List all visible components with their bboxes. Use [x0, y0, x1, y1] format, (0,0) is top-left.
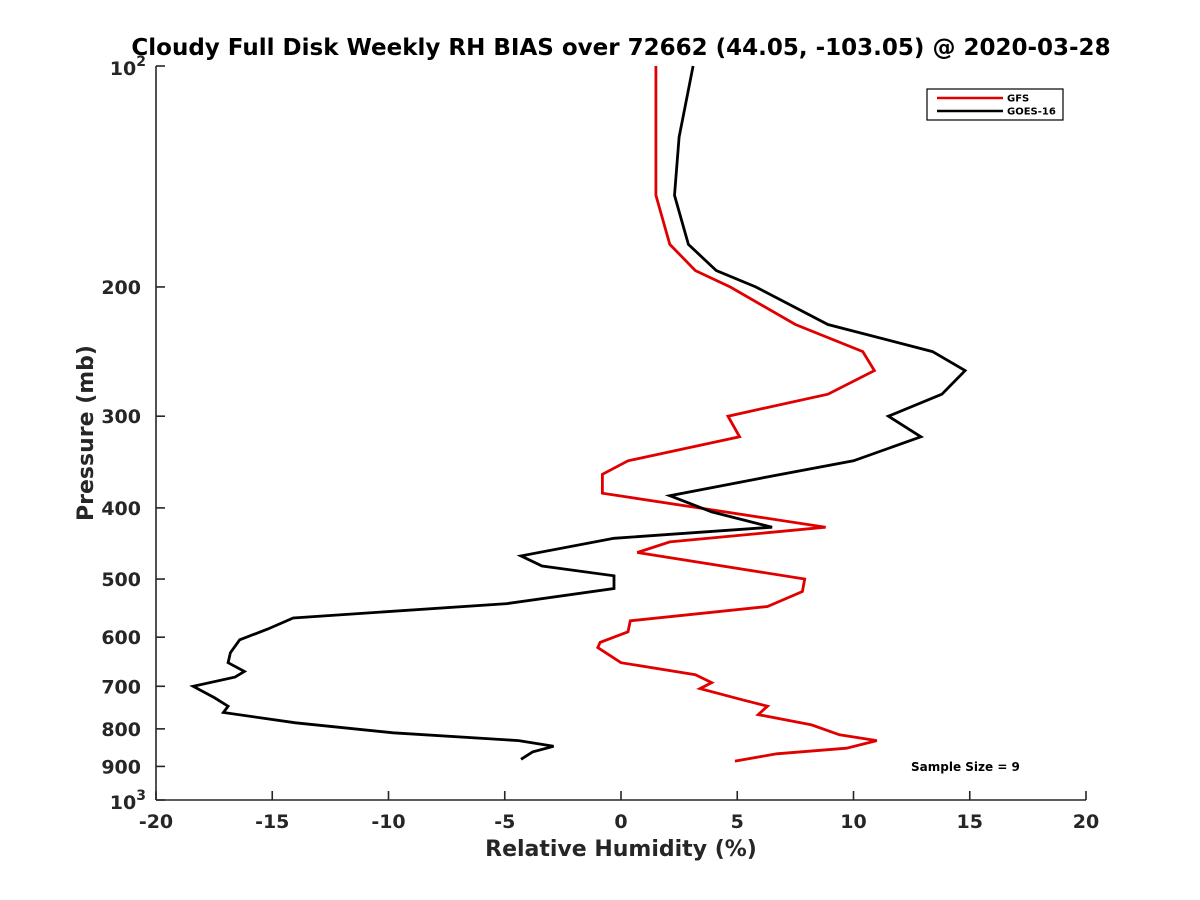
series-line-goes-16 — [189, 65, 968, 761]
x-tick-label: 5 — [731, 811, 744, 833]
plot-area — [155, 65, 1086, 801]
chart-title: Cloudy Full Disk Weekly RH BIAS over 726… — [131, 35, 1110, 61]
sample-size-annotation: Sample Size = 9 — [911, 760, 1020, 774]
y-tick-label: 900 — [101, 756, 141, 778]
series-line-gfs — [596, 66, 878, 763]
x-tick-label: 10 — [840, 811, 866, 833]
x-tick-label: -20 — [139, 811, 173, 833]
x-tick-label: 0 — [614, 811, 627, 833]
y-tick-label: 500 — [101, 569, 141, 591]
y-axis-ticks: 200 300 400 500 600 700 800 900 102 103 — [101, 54, 165, 814]
legend-box — [926, 88, 1064, 121]
y-tick-label: 800 — [101, 719, 141, 741]
x-tick-label: 15 — [957, 811, 983, 833]
y-axis-label: Pressure (mb) — [74, 345, 99, 521]
legend: GFS GOES-16 — [926, 88, 1064, 121]
legend-entries: GFS GOES-16 — [937, 94, 1056, 118]
x-tick-label: -5 — [494, 811, 515, 833]
y-decade-label: 102 — [110, 54, 146, 80]
y-tick-label: 200 — [101, 277, 141, 299]
y-decade-label: 103 — [110, 788, 146, 814]
y-tick-label: 600 — [101, 627, 141, 649]
x-axis-ticks: -20 -15 -10 -5 0 5 10 15 20 — [139, 791, 1099, 833]
y-tick-label: 700 — [101, 676, 141, 698]
x-axis-label: Relative Humidity (%) — [485, 837, 757, 862]
x-tick-label: -10 — [371, 811, 405, 833]
y-tick-label: 400 — [101, 498, 141, 520]
x-tick-label: 20 — [1073, 811, 1099, 833]
y-tick-label: 300 — [101, 406, 141, 428]
series-layer — [189, 65, 968, 763]
legend-label: GFS — [1007, 94, 1029, 105]
x-tick-label: -15 — [255, 811, 289, 833]
legend-label: GOES-16 — [1007, 107, 1056, 118]
